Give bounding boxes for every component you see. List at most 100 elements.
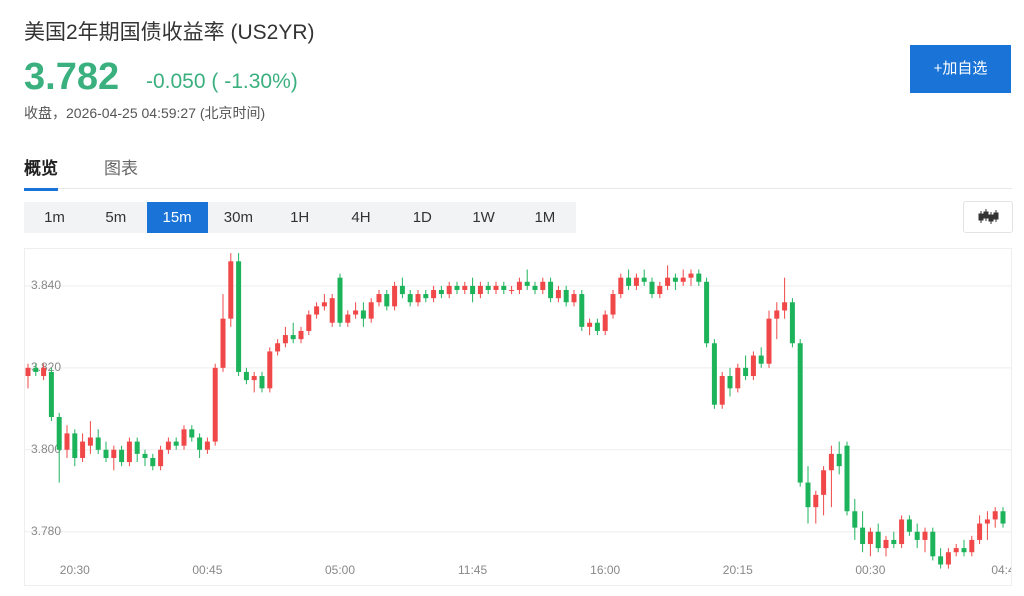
candle-body: [891, 539, 897, 545]
tab[interactable]: 概览: [24, 154, 58, 191]
candle-body: [415, 294, 421, 303]
candle-body: [485, 285, 491, 290]
candle-body: [360, 310, 366, 319]
candle-body: [204, 441, 210, 450]
candle-body: [197, 437, 203, 450]
candle-body: [813, 494, 819, 508]
candle-body: [899, 519, 905, 545]
candle-body: [743, 367, 749, 377]
candle-body: [220, 318, 226, 368]
candle-body: [711, 343, 717, 405]
x-tick-label: 11:45: [458, 563, 487, 577]
candle-body: [1000, 511, 1006, 524]
chart-type-button[interactable]: [963, 201, 1013, 233]
candle-body: [321, 302, 327, 307]
candle-body: [48, 371, 54, 417]
interval-button[interactable]: 1m: [44, 209, 65, 226]
candle-body: [477, 285, 483, 295]
candle-body: [493, 285, 499, 290]
interval-button[interactable]: 1D: [412, 209, 432, 226]
interval-button[interactable]: 5m: [105, 209, 127, 226]
candle-body: [119, 449, 125, 463]
candle-body: [181, 429, 187, 446]
candle-body: [680, 277, 686, 282]
candle-body: [423, 294, 429, 299]
change: -0.050 ( -1.30%): [146, 70, 298, 93]
candle-body: [641, 277, 647, 282]
interval-button[interactable]: 4H: [351, 209, 371, 226]
candle-body: [353, 310, 359, 315]
candle-body: [665, 277, 671, 286]
candle-body: [750, 355, 756, 377]
candle-body: [298, 330, 304, 340]
candle-body: [548, 281, 554, 299]
candle-body: [735, 367, 741, 389]
candle-body: [860, 527, 866, 545]
candle-body: [251, 376, 257, 381]
candle-body: [134, 441, 140, 454]
candle-body: [844, 445, 850, 512]
x-tick-label: 16:00: [590, 563, 620, 577]
candle-body: [828, 453, 834, 471]
candle-body: [275, 343, 281, 352]
candle-body: [961, 548, 967, 553]
candle-body: [376, 294, 382, 303]
candle-body: [602, 314, 608, 331]
candle-body: [906, 519, 912, 532]
candle-body: [672, 277, 678, 282]
candle-body: [758, 355, 764, 364]
candle-body: [922, 531, 928, 540]
price: 3.782: [24, 56, 120, 98]
candle-body: [953, 548, 959, 553]
candle-body: [189, 429, 195, 438]
candle-body: [821, 470, 827, 495]
candle-body: [571, 294, 577, 303]
x-tick-label: 00:45: [192, 563, 222, 577]
interval-button[interactable]: 15m: [146, 202, 208, 233]
status: 收盘，2026-04-25 04:59:27 (北京时间): [24, 105, 266, 121]
candle-body: [103, 449, 109, 458]
candle-body: [836, 453, 842, 467]
candle-body: [384, 294, 390, 307]
interval-button[interactable]: 1W: [472, 209, 495, 226]
candle-body: [243, 371, 249, 381]
candle-body: [992, 511, 998, 520]
candle-body: [345, 314, 351, 323]
candle-body: [563, 289, 569, 303]
tab[interactable]: 图表: [104, 159, 138, 178]
candle-body: [727, 376, 733, 389]
candle-body: [977, 523, 983, 540]
candle-body: [259, 376, 265, 389]
candle-body: [228, 261, 234, 319]
candle-body: [165, 441, 171, 450]
candle-body: [64, 433, 70, 450]
candle-body: [173, 441, 179, 446]
candle-body: [579, 294, 585, 327]
candle-body: [618, 277, 624, 295]
candle-body: [852, 511, 858, 528]
candle-body: [462, 285, 468, 290]
y-tick-label: 3.800: [31, 442, 61, 456]
candle-body: [306, 314, 312, 331]
chart: 3.780 3.800 3.820 3.840 20:30 00:45 05:00 11:45…: [24, 248, 1012, 586]
interval-button[interactable]: 30m: [223, 209, 253, 226]
candle-body: [282, 335, 288, 344]
candle-body: [766, 318, 772, 364]
candle-body: [883, 539, 889, 549]
candle-body: [337, 277, 343, 323]
candle-body: [56, 417, 62, 450]
candle-body: [150, 457, 156, 467]
add-watchlist-button[interactable]: +加自选: [910, 45, 1011, 93]
x-tick-label: 20:30: [60, 563, 90, 577]
interval-button[interactable]: 1H: [290, 209, 310, 226]
candle-body: [438, 289, 444, 295]
candle-body: [33, 367, 39, 372]
x-tick-label: 04:4: [991, 563, 1012, 577]
candle-body: [782, 302, 788, 311]
x-tick-label: 20:15: [723, 563, 753, 577]
candle-body: [657, 285, 663, 295]
candle-body: [314, 306, 320, 315]
interval-button[interactable]: 1M: [534, 209, 556, 226]
candle-body: [774, 310, 780, 319]
